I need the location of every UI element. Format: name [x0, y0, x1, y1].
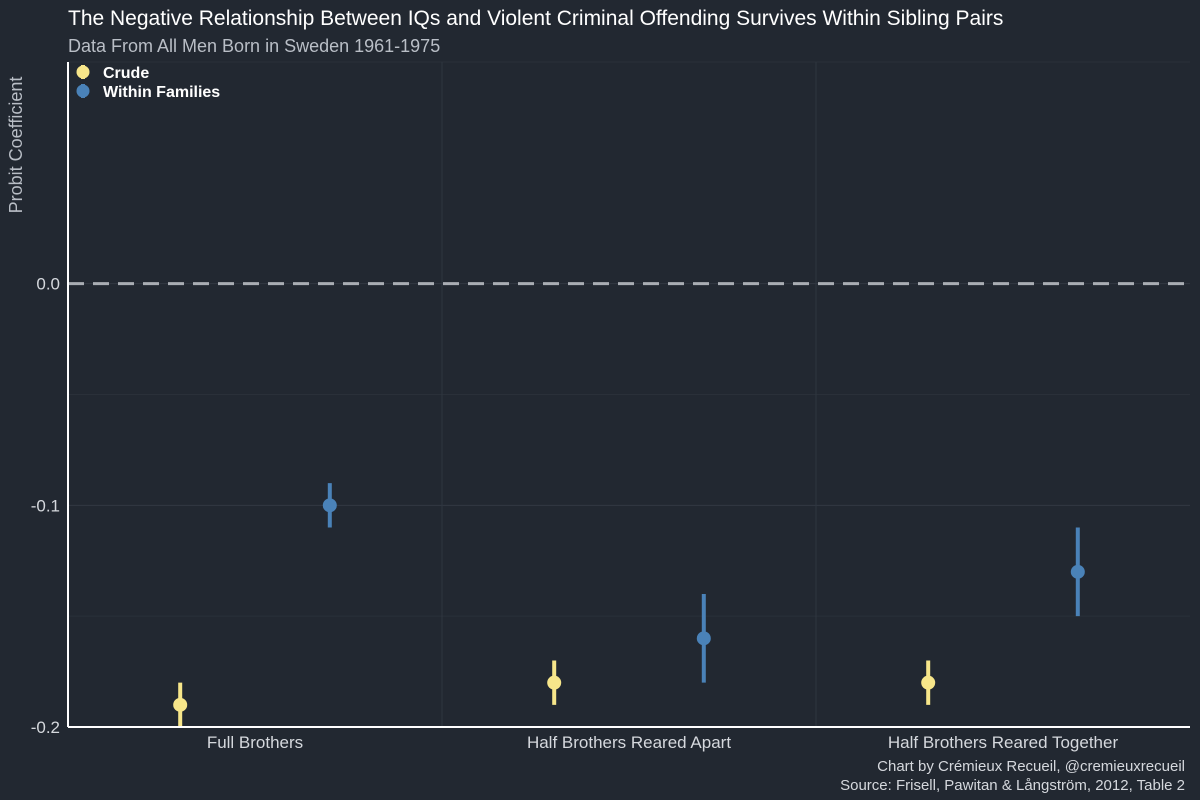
- legend-label: Crude: [103, 65, 149, 82]
- x-tick-label: Full Brothers: [207, 733, 303, 752]
- caption-credit: Chart by Crémieux Recueil, @cremieuxrecu…: [877, 758, 1185, 775]
- data-point: [173, 697, 188, 712]
- caption-source: Source: Frisell, Pawitan & Långström, 20…: [840, 777, 1185, 794]
- legend: Crude Within Families: [76, 65, 220, 101]
- data-point: [547, 675, 562, 690]
- data-point: [921, 675, 936, 690]
- data-marks: [173, 483, 1085, 727]
- x-tick-label: Half Brothers Reared Together: [888, 733, 1119, 752]
- y-tick-label: -0.1: [31, 496, 60, 515]
- legend-label: Within Families: [103, 84, 220, 101]
- data-point: [1070, 564, 1085, 579]
- x-tick-label: Half Brothers Reared Apart: [527, 733, 731, 752]
- legend-key-point: [76, 65, 90, 79]
- y-axis-label: Probit Coefficient: [6, 77, 26, 214]
- chart-title: The Negative Relationship Between IQs an…: [68, 7, 1003, 30]
- legend-key-point: [76, 84, 90, 98]
- chart-subtitle: Data From All Men Born in Sweden 1961-19…: [68, 36, 440, 56]
- data-point: [696, 631, 711, 646]
- data-point: [322, 498, 337, 513]
- y-axis-ticks: 0.0 -0.1 -0.2: [31, 275, 60, 737]
- x-axis-ticks: Full Brothers Half Brothers Reared Apart H…: [207, 733, 1119, 752]
- y-tick-label: 0.0: [36, 275, 60, 294]
- gridlines: [68, 61, 1190, 728]
- y-tick-label: -0.2: [31, 718, 60, 737]
